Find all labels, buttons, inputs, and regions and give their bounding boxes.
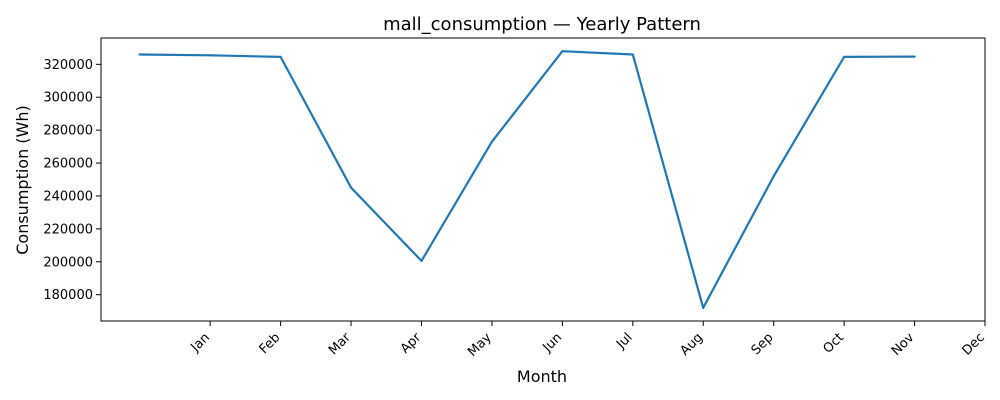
x-axis-label: Month <box>517 367 567 386</box>
y-tick-label: 260000 <box>43 157 93 172</box>
data-point <box>913 55 916 58</box>
data-point <box>138 53 141 56</box>
chart-title: mall_consumption — Yearly Pattern <box>383 14 701 35</box>
data-point <box>209 54 212 57</box>
y-axis: 180000 200000 220000 240000 260000 280000 3000… <box>43 58 101 303</box>
y-tick-label: 220000 <box>43 222 93 237</box>
data-point <box>631 53 634 56</box>
y-tick-label: 320000 <box>43 58 93 73</box>
y-axis-label: Consumption (Wh) <box>13 105 32 255</box>
y-tick-label: 280000 <box>43 124 93 139</box>
data-point <box>843 55 846 59</box>
data-point <box>349 186 353 189</box>
data-point <box>702 306 705 309</box>
plot-area <box>138 50 916 309</box>
plot-frame <box>100 37 986 322</box>
y-tick-label: 200000 <box>43 255 93 270</box>
data-point <box>490 140 494 143</box>
data-point <box>420 259 423 263</box>
data-point <box>561 50 564 53</box>
data-point <box>279 55 282 59</box>
y-tick-label: 240000 <box>43 189 93 204</box>
y-tick-label: 300000 <box>43 91 93 106</box>
data-point <box>772 175 775 178</box>
series-line <box>138 50 916 309</box>
y-tick-label: 180000 <box>43 288 93 303</box>
